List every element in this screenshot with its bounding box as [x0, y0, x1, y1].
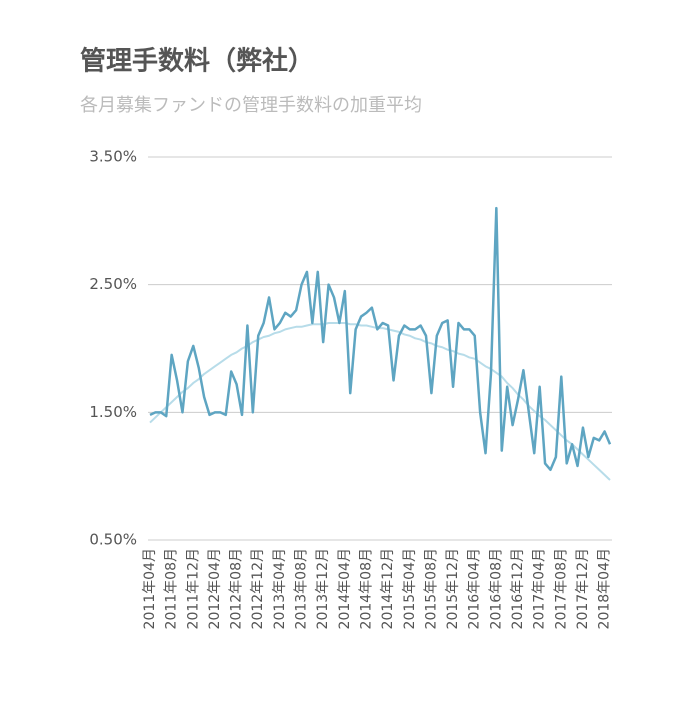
x-tick-label: 2011年08月 — [164, 548, 180, 629]
x-tick-label: 2016年08月 — [488, 548, 504, 629]
x-tick-label: 2014年12月 — [380, 548, 396, 629]
chart-subtitle: 各月募集ファンドの管理手数料の加重平均 — [80, 95, 422, 116]
y-tick-label: 1.50% — [89, 403, 137, 421]
x-tick-label: 2016年12月 — [510, 548, 526, 629]
x-tick-label: 2013年12月 — [315, 548, 331, 629]
x-tick-label: 2015年12月 — [445, 548, 461, 629]
x-tick-label: 2014年04月 — [337, 548, 353, 629]
x-tick-label: 2012年08月 — [229, 548, 245, 629]
x-tick-label: 2011年04月 — [142, 548, 158, 629]
x-tick-label: 2016年04月 — [467, 548, 483, 629]
x-tick-label: 2012年04月 — [207, 548, 223, 629]
y-tick-label: 0.50% — [89, 531, 137, 549]
x-tick-label: 2015年04月 — [402, 548, 418, 629]
chart-title: 管理手数料（弊社） — [80, 46, 314, 77]
x-tick-label: 2011年12月 — [185, 548, 201, 629]
x-tick-label: 2015年08月 — [423, 548, 439, 629]
x-tick-label: 2017年12月 — [575, 548, 591, 629]
x-tick-label: 2013年04月 — [272, 548, 288, 629]
x-tick-label: 2018年04月 — [597, 548, 613, 629]
y-tick-label: 2.50% — [89, 275, 137, 293]
x-tick-label: 2012年12月 — [250, 548, 266, 629]
x-tick-label: 2014年08月 — [358, 548, 374, 629]
x-tick-label: 2017年08月 — [553, 548, 569, 629]
y-tick-label: 3.50% — [89, 148, 137, 166]
data-line — [149, 206, 612, 472]
x-tick-label: 2013年08月 — [294, 548, 310, 629]
x-tick-label: 2017年04月 — [532, 548, 548, 629]
